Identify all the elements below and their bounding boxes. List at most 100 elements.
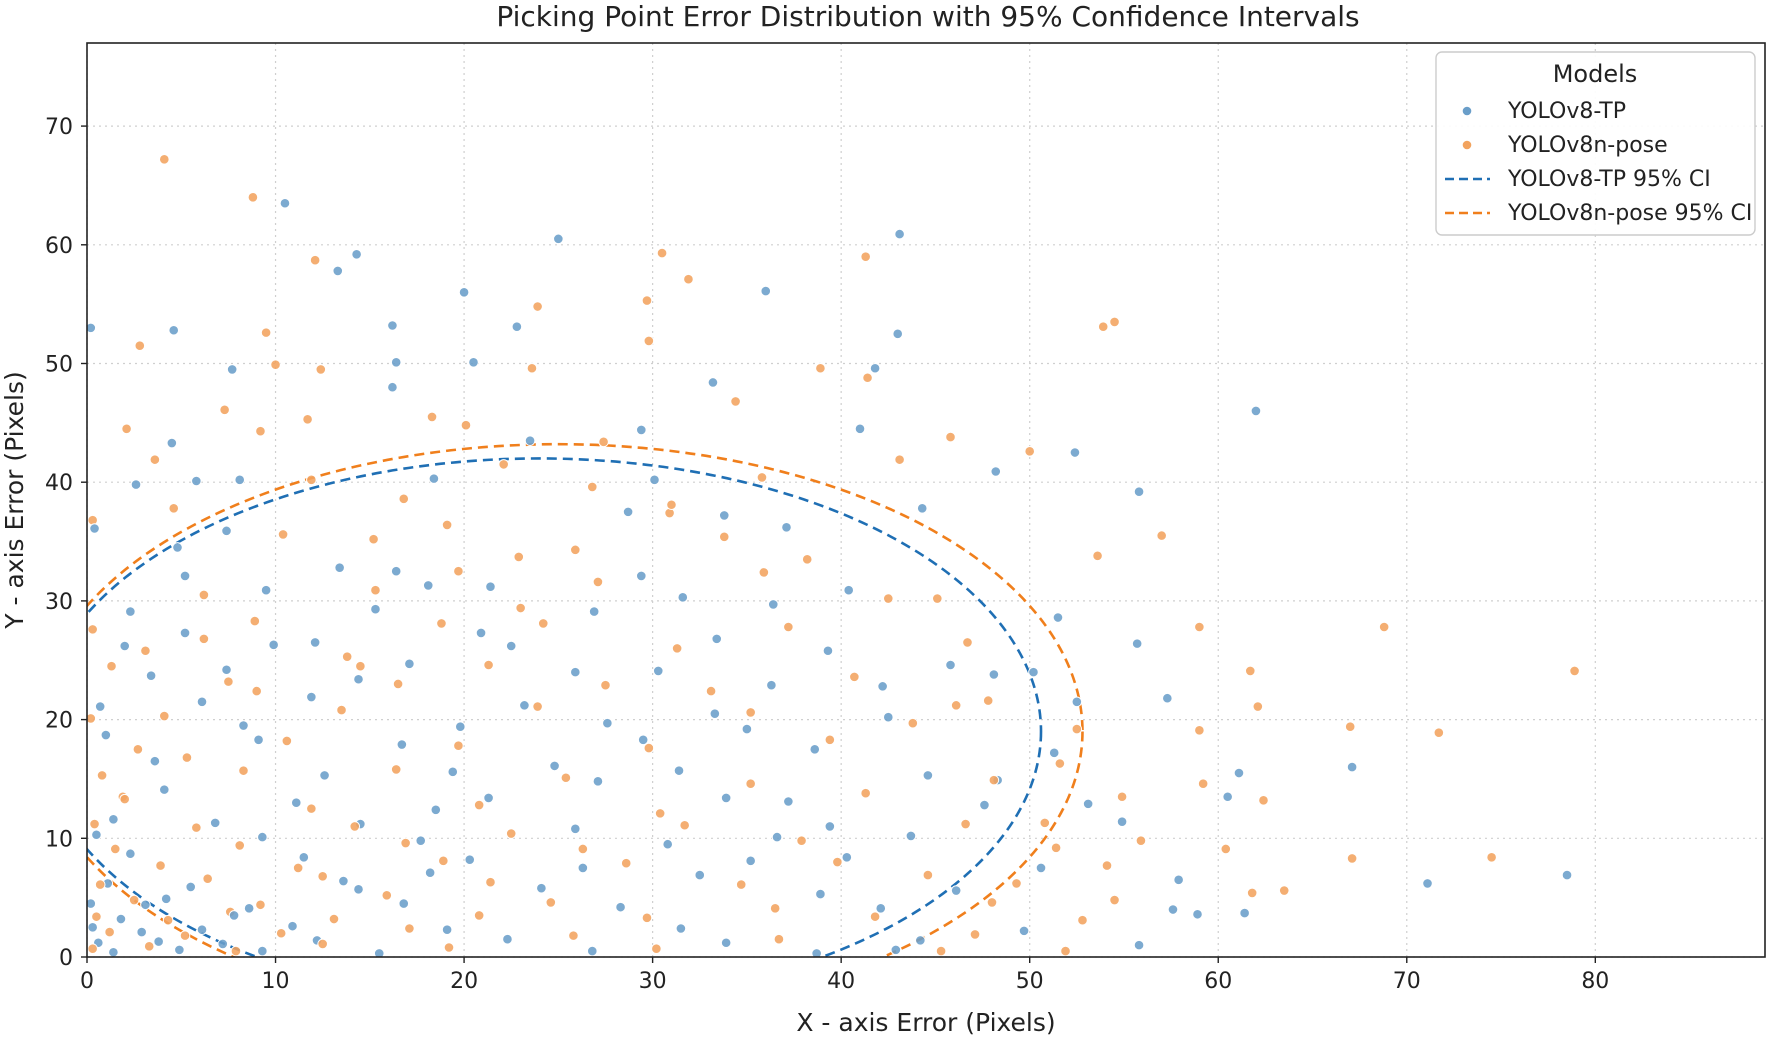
point-yolov8n-pose-115 bbox=[735, 879, 747, 890]
point-yolov8-tp-17 bbox=[387, 381, 398, 393]
point-yolov8-tp-79 bbox=[1346, 761, 1358, 773]
point-yolov8-tp-97 bbox=[298, 851, 310, 863]
point-yolov8n-pose-142 bbox=[87, 943, 98, 954]
point-yolov8-tp-132 bbox=[108, 946, 119, 957]
point-yolov8-tp-8 bbox=[387, 320, 398, 331]
point-yolov8n-pose-62 bbox=[336, 704, 347, 716]
point-yolov8-tp-29 bbox=[1133, 486, 1145, 497]
point-yolov8-tp-157 bbox=[741, 723, 753, 735]
point-yolov8n-pose-47 bbox=[341, 651, 353, 662]
point-yolov8n-pose-45 bbox=[87, 624, 98, 635]
point-yolov8n-pose-19 bbox=[219, 404, 230, 416]
point-yolov8n-pose-148 bbox=[935, 945, 947, 957]
point-yolov8-tp-159 bbox=[179, 627, 191, 639]
point-yolov8-tp-39 bbox=[390, 565, 402, 577]
point-yolov8n-pose-72 bbox=[643, 742, 655, 754]
y-tick-label-40: 40 bbox=[45, 471, 73, 496]
point-yolov8n-pose-38 bbox=[570, 544, 581, 556]
ci-ellipse-0 bbox=[87, 457, 1043, 957]
point-yolov8n-pose-94 bbox=[960, 818, 971, 830]
point-yolov8n-pose-149 bbox=[119, 793, 131, 805]
point-yolov8n-pose-0 bbox=[159, 154, 170, 165]
point-yolov8n-pose-162 bbox=[498, 459, 509, 470]
point-yolov8n-pose-90 bbox=[191, 822, 202, 833]
point-yolov8n-pose-55 bbox=[223, 676, 234, 687]
legend-label-yolov8n-pose-ci: YOLOv8n-pose 95% CI bbox=[1507, 201, 1752, 226]
y-tick-label-20: 20 bbox=[45, 709, 73, 734]
point-yolov8-tp-12 bbox=[468, 357, 479, 368]
point-yolov8-tp-81 bbox=[483, 792, 494, 804]
point-yolov8n-pose-76 bbox=[238, 765, 249, 776]
point-yolov8n-pose-172 bbox=[950, 700, 962, 711]
point-yolov8n-pose-74 bbox=[1054, 758, 1066, 769]
point-yolov8n-pose-9 bbox=[1097, 321, 1109, 332]
point-yolov8n-pose-36 bbox=[1092, 550, 1103, 562]
point-yolov8n-pose-60 bbox=[1252, 701, 1264, 712]
point-yolov8n-pose-130 bbox=[473, 910, 485, 921]
legend-marker-yolov8n-pose bbox=[1461, 139, 1473, 151]
point-yolov8-tp-126 bbox=[217, 938, 229, 950]
legend-box bbox=[1435, 51, 1756, 236]
point-yolov8-tp-4 bbox=[553, 233, 564, 245]
point-yolov8-tp-11 bbox=[168, 324, 180, 336]
point-yolov8-tp-15 bbox=[226, 364, 238, 375]
point-yolov8n-pose-61 bbox=[159, 710, 170, 722]
point-yolov8n-pose-133 bbox=[1077, 914, 1088, 926]
point-yolov8n-pose-3 bbox=[656, 247, 668, 259]
point-yolov8n-pose-31 bbox=[368, 533, 379, 545]
point-yolov8n-pose-121 bbox=[381, 889, 393, 901]
point-yolov8-tp-19 bbox=[636, 424, 647, 436]
point-yolov8-tp-70 bbox=[809, 743, 821, 755]
point-yolov8-tp-151 bbox=[549, 760, 560, 772]
point-yolov8n-pose-5 bbox=[683, 273, 694, 285]
point-yolov8-tp-48 bbox=[1052, 612, 1064, 623]
point-yolov8-tp-110 bbox=[140, 899, 151, 911]
point-yolov8n-pose-37 bbox=[513, 551, 525, 563]
point-yolov8-tp-40 bbox=[485, 581, 496, 592]
point-yolov8-tp-9 bbox=[511, 321, 523, 332]
point-yolov8n-pose-48 bbox=[537, 618, 549, 629]
point-yolov8-tp-67 bbox=[253, 734, 264, 746]
point-yolov8-tp-95 bbox=[905, 830, 917, 842]
point-yolov8n-pose-56 bbox=[392, 678, 404, 690]
point-yolov8n-pose-122 bbox=[545, 897, 557, 908]
point-yolov8n-pose-77 bbox=[390, 764, 402, 775]
point-yolov8-tp-46 bbox=[125, 606, 136, 617]
point-yolov8n-pose-127 bbox=[162, 914, 174, 926]
point-yolov8n-pose-92 bbox=[505, 828, 517, 839]
point-yolov8n-pose-78 bbox=[560, 772, 572, 784]
point-yolov8n-pose-109 bbox=[1346, 853, 1358, 864]
point-yolov8-tp-10 bbox=[892, 328, 904, 340]
point-yolov8n-pose-35 bbox=[1156, 530, 1167, 541]
point-yolov8-tp-16 bbox=[707, 377, 719, 388]
point-yolov8-tp-3 bbox=[332, 265, 344, 277]
x-tick-label-60: 60 bbox=[1204, 969, 1232, 994]
point-yolov8n-pose-64 bbox=[745, 707, 756, 718]
point-yolov8n-pose-10 bbox=[643, 335, 655, 347]
point-yolov8n-pose-8 bbox=[1109, 316, 1120, 328]
point-yolov8-tp-75 bbox=[592, 776, 604, 787]
point-yolov8n-pose-105 bbox=[438, 855, 449, 867]
point-yolov8-tp-152 bbox=[673, 765, 685, 776]
point-yolov8-tp-115 bbox=[1167, 904, 1179, 915]
point-yolov8n-pose-99 bbox=[400, 837, 411, 849]
point-yolov8n-pose-69 bbox=[132, 743, 144, 755]
point-yolov8-tp-21 bbox=[166, 437, 178, 449]
point-yolov8n-pose-73 bbox=[824, 734, 836, 746]
point-yolov8-tp-43 bbox=[260, 584, 272, 596]
point-yolov8n-pose-70 bbox=[281, 735, 293, 747]
point-yolov8n-pose-93 bbox=[679, 819, 690, 831]
point-yolov8-tp-58 bbox=[1131, 638, 1143, 649]
point-yolov8-tp-166 bbox=[505, 640, 517, 652]
point-yolov8-tp-59 bbox=[1162, 692, 1173, 704]
point-yolov8-tp-85 bbox=[1116, 816, 1128, 827]
point-yolov8-tp-30 bbox=[649, 474, 660, 486]
point-yolov8n-pose-165 bbox=[756, 472, 768, 483]
point-yolov8-tp-123 bbox=[1018, 925, 1030, 937]
point-yolov8-tp-146 bbox=[694, 869, 706, 881]
point-yolov8n-pose-52 bbox=[1244, 665, 1256, 677]
point-yolov8-tp-44 bbox=[422, 580, 434, 591]
point-yolov8n-pose-30 bbox=[277, 529, 289, 540]
point-yolov8-tp-118 bbox=[136, 926, 147, 938]
point-yolov8n-pose-147 bbox=[651, 943, 662, 954]
